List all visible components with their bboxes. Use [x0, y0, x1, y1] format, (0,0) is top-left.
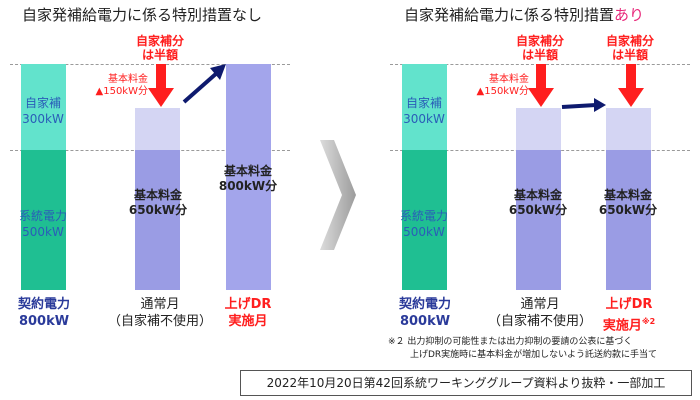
left-half-label: 自家補分 は半額 — [135, 34, 184, 62]
left-normal-month-label: 通常月 （自家補不使用） — [107, 297, 212, 329]
left-normal-pale-segment — [135, 108, 180, 150]
right-title-main: 自家発補給電力に係る特別措置 — [404, 6, 615, 24]
left-basic-fee-reduction: 基本料金 ▲150kW分 — [95, 74, 148, 97]
right-jikaho-segment — [402, 64, 447, 150]
red-down-arrow-icon — [528, 64, 554, 107]
left-contract-label: 契約電力 800kW — [17, 297, 70, 329]
source-box: 2022年10月20日第42回系統ワーキンググループ資料より抜粋・一部加工 — [240, 370, 692, 396]
right-dr-pale-segment — [606, 108, 651, 150]
right-normal-pale-segment — [516, 108, 561, 150]
right-note-line2: 上げDR実施時に基本料金が増加しないよう託送約款に手当て — [410, 350, 658, 360]
right-dr-month-label: 上げDR 実施月※2 — [584, 296, 674, 334]
gray-chevron-right-icon — [320, 140, 356, 250]
left-keitou-segment — [21, 150, 66, 290]
left-dr-bar-label: 基本料金 800kW分 — [218, 164, 278, 193]
left-dr-month-label: 上げDR 実施月 — [224, 297, 272, 329]
right-basic-fee-reduction: 基本料金 ▲150kW分 — [476, 74, 529, 97]
right-half-label-1: 自家補分 は半額 — [515, 34, 564, 62]
right-note-line1: ※２ 出力抑制の可能性または出力抑制の要請の公表に基づく — [388, 337, 633, 347]
right-jikaho-label: 自家補 300kW — [403, 96, 445, 126]
red-down-arrow-icon — [148, 64, 174, 107]
left-dr-bar — [226, 64, 271, 290]
left-normal-bar — [135, 150, 180, 290]
left-dashline-top — [10, 64, 290, 65]
right-normal-bar — [516, 150, 561, 290]
navy-arrow-icon — [182, 64, 226, 104]
right-dr-bar-label: 基本料金 650kW分 — [598, 188, 658, 217]
right-contract-label: 契約電力 800kW — [398, 297, 451, 329]
right-title: 自家発補給電力に係る特別措置あり — [404, 4, 644, 25]
left-title: 自家発補給電力に係る特別措置なし — [22, 6, 263, 24]
right-keitou-segment — [402, 150, 447, 290]
navy-arrow-icon — [561, 98, 606, 112]
left-keitou-label: 系統電力 500kW — [18, 209, 67, 239]
right-half-label-2: 自家補分 は半額 — [605, 34, 654, 62]
left-jikaho-label: 自家補 300kW — [22, 96, 64, 126]
red-down-arrow-icon — [618, 64, 644, 107]
right-keitou-label: 系統電力 500kW — [399, 209, 448, 239]
left-jikaho-segment — [21, 64, 66, 150]
right-dr-month-text: 上げDR 実施月 — [602, 297, 653, 334]
right-dr-bar — [606, 150, 651, 290]
left-normal-bar-label: 基本料金 650kW分 — [128, 188, 188, 217]
right-dr-month-superscript: ※2 — [641, 317, 656, 326]
right-normal-bar-label: 基本料金 650kW分 — [508, 188, 568, 217]
right-normal-month-label: 通常月 （自家補不使用） — [487, 297, 592, 329]
right-title-accent: あり — [614, 6, 645, 24]
